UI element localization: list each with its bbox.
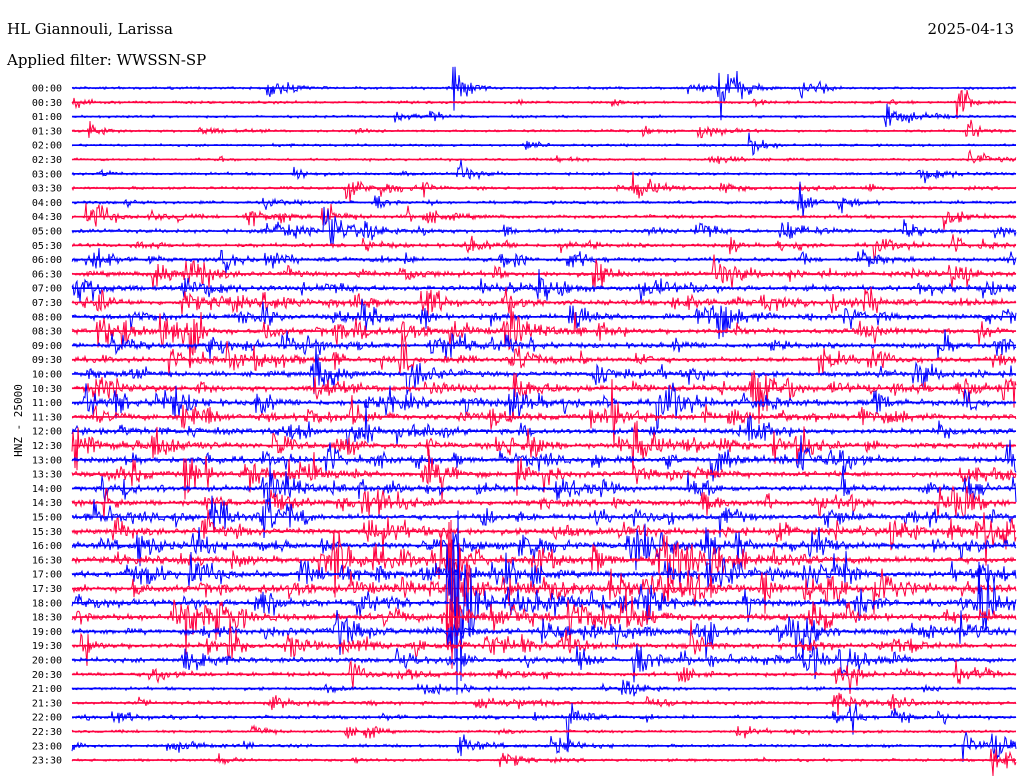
trace-0600 bbox=[71, 248, 1017, 274]
row-time-label: 17:30 bbox=[32, 584, 62, 595]
row-time-label: 23:30 bbox=[32, 756, 62, 767]
trace-0000 bbox=[71, 66, 1017, 121]
trace-0230 bbox=[71, 148, 1017, 165]
row-time-label: 09:00 bbox=[32, 341, 62, 352]
row-time-label: 00:00 bbox=[32, 84, 62, 95]
trace-0200 bbox=[71, 132, 1017, 156]
trace-0800 bbox=[71, 298, 1017, 339]
row-time-label: 14:30 bbox=[32, 498, 62, 509]
row-time-label: 15:00 bbox=[32, 513, 62, 524]
row-time-label: 21:30 bbox=[32, 698, 62, 709]
row-time-label: 10:00 bbox=[32, 370, 62, 381]
trace-2200 bbox=[71, 702, 1017, 753]
row-time-label: 22:30 bbox=[32, 727, 62, 738]
row-time-label: 18:00 bbox=[32, 598, 62, 609]
trace-0500 bbox=[71, 206, 1017, 246]
date-label: 2025-04-13 bbox=[927, 20, 1014, 38]
trace-0530 bbox=[71, 234, 1017, 260]
filter-label: Applied filter: WWSSN-SP bbox=[7, 51, 207, 69]
row-time-label: 04:00 bbox=[32, 198, 62, 209]
trace-0100 bbox=[71, 103, 1017, 128]
row-time-label: 05:00 bbox=[32, 227, 62, 238]
row-time-label: 08:30 bbox=[32, 327, 62, 338]
trace-2300 bbox=[71, 732, 1017, 762]
trace-1130 bbox=[71, 379, 1017, 447]
trace-2000 bbox=[71, 644, 1017, 683]
trace-2130 bbox=[71, 692, 1017, 716]
row-time-label: 05:30 bbox=[32, 241, 62, 252]
trace-1930 bbox=[71, 618, 1017, 666]
row-time-label: 16:30 bbox=[32, 555, 62, 566]
trace-1400 bbox=[71, 464, 1017, 505]
row-time-label: 03:30 bbox=[32, 184, 62, 195]
station-title: HL Giannouli, Larissa bbox=[7, 20, 173, 38]
row-time-label: 13:00 bbox=[32, 455, 62, 466]
row-time-label: 22:00 bbox=[32, 713, 62, 724]
row-time-label: 12:00 bbox=[32, 427, 62, 438]
row-time-label: 21:00 bbox=[32, 684, 62, 695]
row-time-label: 23:00 bbox=[32, 741, 62, 752]
row-time-label: 06:00 bbox=[32, 255, 62, 266]
row-time-label: 12:30 bbox=[32, 441, 62, 452]
row-time-label: 08:00 bbox=[32, 312, 62, 323]
row-time-label: 16:00 bbox=[32, 541, 62, 552]
trace-1100 bbox=[71, 382, 1017, 431]
row-time-label: 02:00 bbox=[32, 141, 62, 152]
row-time-label: 00:30 bbox=[32, 98, 62, 109]
trace-1730 bbox=[71, 519, 1017, 669]
row-time-label: 06:30 bbox=[32, 269, 62, 280]
row-time-label: 04:30 bbox=[32, 212, 62, 223]
row-time-label: 07:00 bbox=[32, 284, 62, 295]
row-time-label: 15:30 bbox=[32, 527, 62, 538]
trace-0300 bbox=[71, 159, 1017, 184]
row-time-label: 02:30 bbox=[32, 155, 62, 166]
row-time-label: 01:30 bbox=[32, 126, 62, 137]
row-time-label: 11:00 bbox=[32, 398, 62, 409]
row-time-label: 19:30 bbox=[32, 641, 62, 652]
row-time-label: 07:30 bbox=[32, 298, 62, 309]
row-time-label: 13:30 bbox=[32, 470, 62, 481]
row-time-label: 03:00 bbox=[32, 169, 62, 180]
row-time-label: 19:00 bbox=[32, 627, 62, 638]
row-time-label: 20:30 bbox=[32, 670, 62, 681]
trace-0030 bbox=[71, 90, 1017, 120]
trace-2330 bbox=[71, 748, 1017, 777]
row-time-label: 09:30 bbox=[32, 355, 62, 366]
row-time-label: 17:00 bbox=[32, 570, 62, 581]
trace-0330 bbox=[71, 171, 1017, 203]
row-time-label: 01:00 bbox=[32, 112, 62, 123]
trace-1430 bbox=[71, 485, 1017, 520]
row-time-label: 11:30 bbox=[32, 412, 62, 423]
trace-0130 bbox=[71, 119, 1017, 139]
row-time-label: 10:30 bbox=[32, 384, 62, 395]
trace-0930 bbox=[71, 331, 1017, 377]
row-time-label: 20:00 bbox=[32, 656, 62, 667]
row-time-label: 18:30 bbox=[32, 613, 62, 624]
row-time-label: 14:00 bbox=[32, 484, 62, 495]
